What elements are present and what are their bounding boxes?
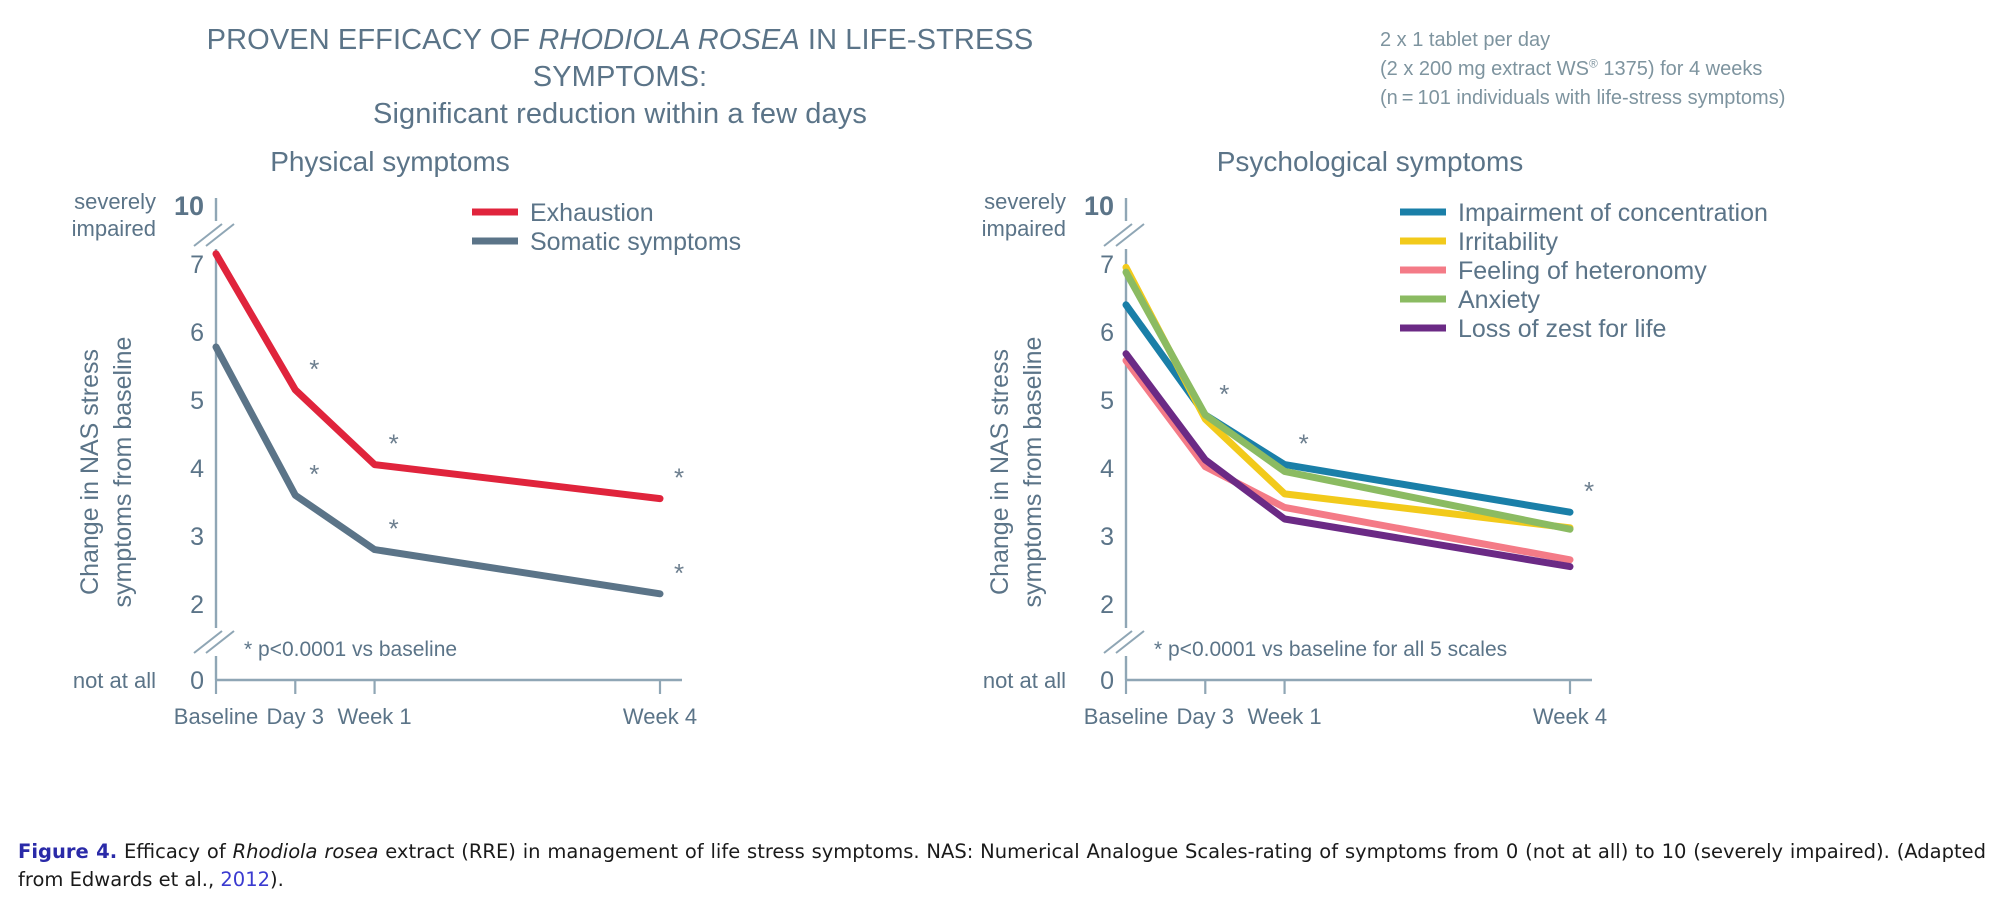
main-title-line3: Significant reduction within a few days	[373, 98, 867, 131]
y-tick-label: 7	[1100, 251, 1114, 279]
y-axis-bottom-label: not at all	[73, 668, 156, 693]
x-tick-label: Day 3	[1177, 704, 1234, 729]
x-tick-label: Week 1	[1247, 704, 1321, 729]
y-tick-label: 3	[190, 523, 204, 551]
main-title: PROVEN EFFICACY OF RHODIOLA ROSEA IN LIF…	[200, 22, 1040, 133]
chart-physical-symptoms: Baseline Day 3 Week 1 Week 4 10 7 6 5 4 3 2 0 severe…	[20, 140, 980, 820]
y-tick-label: 4	[1100, 455, 1114, 483]
legend-label: Irritability	[1458, 228, 1559, 256]
y-axis-top-label-2: impaired	[72, 216, 156, 241]
significance-marker: *	[1299, 429, 1309, 459]
main-title-species: RHODIOLA ROSEA	[538, 24, 800, 56]
x-tick-label: Week 4	[1533, 704, 1607, 729]
y-axis-title-line: symptoms from baseline	[109, 337, 137, 608]
panel-title-physical: Physical symptoms	[270, 146, 510, 177]
registered-mark: ®	[1588, 56, 1598, 71]
significance-marker: *	[389, 514, 399, 544]
x-tick-label: Day 3	[267, 704, 324, 729]
panel-title-psychological: Psychological symptoms	[1216, 146, 1524, 177]
series-line	[212, 343, 664, 598]
dosing-line-1: 2 x 1 tablet per day	[1380, 29, 1551, 51]
caption-text-c: ).	[270, 868, 284, 892]
y-tick-label: 2	[1100, 591, 1114, 619]
x-tick-label: Baseline	[1084, 704, 1168, 729]
y-tick-label: 0	[190, 667, 204, 695]
legend-label: Loss of zest for life	[1458, 315, 1666, 343]
chart-psychological-symptoms: Baseline Day 3 Week 1 Week 4 10 7 6 5 4 3 2 0 severe…	[930, 140, 1990, 820]
x-tick-label: Week 1	[337, 704, 411, 729]
significance-marker: *	[309, 459, 319, 489]
y-axis-top-label-2: impaired	[982, 216, 1066, 241]
caption-species: Rhodiola rosea	[232, 840, 379, 863]
dosing-line-2: (2 x 200 mg extract WS® 1375) for 4 week…	[1380, 55, 1785, 84]
y-axis-title-line: Change in NAS stress	[76, 349, 104, 595]
caption-text-b: extract (RRE) in management of life stre…	[18, 840, 1987, 892]
legend-label: Impairment of concentration	[1458, 199, 1768, 227]
dosing-line-2b: 1375) for 4 weeks	[1597, 58, 1763, 80]
chart-footnote: * p<0.0001 vs baseline for all 5 scales	[1154, 638, 1507, 661]
legend-label: Feeling of heteronomy	[1458, 257, 1707, 285]
series-line	[1122, 268, 1574, 533]
chart-footnote: * p<0.0001 vs baseline	[244, 638, 457, 661]
figure-header: PROVEN EFFICACY OF RHODIOLA ROSEA IN LIF…	[0, 0, 2000, 150]
significance-marker: *	[674, 463, 684, 493]
x-tick-label: Baseline	[174, 704, 258, 729]
significance-marker: *	[1219, 379, 1229, 409]
main-title-line2: SYMPTOMS:	[532, 61, 708, 94]
figure-caption: Figure 4. Efficacy of Rhodiola rosea ext…	[18, 838, 1986, 895]
significance-marker: *	[1584, 476, 1594, 506]
legend-label: Anxiety	[1458, 286, 1540, 314]
y-axis-top-label: severely	[74, 189, 156, 214]
series-line	[1122, 350, 1574, 571]
caption-text-a: Efficacy of	[117, 840, 233, 863]
significance-marker: *	[309, 354, 319, 384]
y-axis-title-line: symptoms from baseline	[1019, 337, 1047, 608]
dosing-note: 2 x 1 tablet per day (2 x 200 mg extract…	[1380, 26, 1785, 113]
dosing-line-3: (n = 101 individuals with life-stress sy…	[1380, 87, 1786, 109]
y-axis-bottom-label: not at all	[983, 668, 1066, 693]
main-title-part-a: PROVEN EFFICACY OF	[206, 24, 539, 56]
y-tick-label: 4	[190, 455, 204, 483]
y-tick-label: 10	[174, 191, 204, 221]
legend-label: Exhaustion	[530, 199, 654, 227]
series-line	[212, 250, 664, 503]
y-axis-title-line: Change in NAS stress	[986, 349, 1014, 595]
y-tick-label: 6	[190, 319, 204, 347]
caption-citation-link[interactable]: 2012	[220, 868, 271, 892]
y-tick-label: 3	[1100, 523, 1114, 551]
panel-psychological-symptoms: Psychological symptoms Baseline Day 3 Week…	[930, 140, 1990, 820]
significance-marker: *	[389, 429, 399, 459]
y-tick-label: 0	[1100, 667, 1114, 695]
y-tick-label: 6	[1100, 319, 1114, 347]
significance-marker: *	[674, 558, 684, 588]
legend-label: Somatic symptoms	[530, 228, 741, 256]
y-tick-label: 7	[190, 251, 204, 279]
y-tick-label: 10	[1084, 191, 1114, 221]
y-axis-top-label: severely	[984, 189, 1066, 214]
x-tick-label: Week 4	[623, 704, 697, 729]
y-tick-label: 5	[190, 387, 204, 415]
main-title-part-b: IN LIFE-STRESS	[799, 24, 1034, 56]
caption-figure-number: Figure 4.	[18, 840, 118, 863]
dosing-line-2a: (2 x 200 mg extract WS	[1380, 58, 1589, 80]
y-tick-label: 5	[1100, 387, 1114, 415]
y-tick-label: 2	[190, 591, 204, 619]
panel-physical-symptoms: Physical symptoms Baseline Day 3 Week 1 Wee…	[20, 140, 980, 820]
